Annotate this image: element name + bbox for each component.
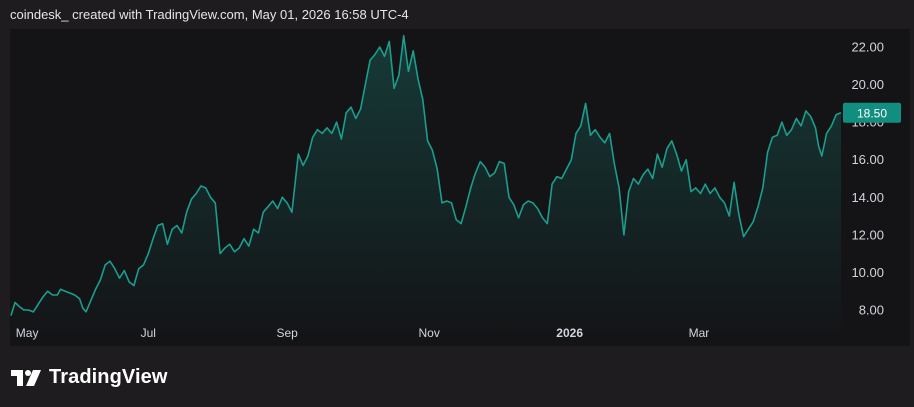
y-tick-label: 12.00: [851, 227, 884, 242]
x-tick-label: May: [16, 326, 39, 340]
x-tick-label: Nov: [419, 326, 440, 340]
tradingview-logo-icon: [11, 369, 41, 386]
y-tick-label: 20.00: [851, 77, 884, 92]
y-tick-label: 8.00: [859, 303, 884, 318]
last-price-badge: [843, 102, 901, 123]
y-tick-label: 16.00: [851, 152, 884, 167]
y-tick-label: 22.00: [851, 40, 884, 55]
tradingview-wordmark: TradingView: [49, 366, 168, 388]
x-tick-label: Sep: [276, 326, 298, 340]
price-chart[interactable]: 8.0010.0012.0014.0016.0018.0020.0022.00 …: [10, 29, 910, 346]
tradingview-brand[interactable]: TradingView: [11, 366, 168, 389]
price-series-line[interactable]: [10, 34, 842, 316]
price-area-fill: [11, 35, 841, 346]
y-tick-label: 14.00: [851, 190, 884, 205]
chart-panel[interactable]: 8.0010.0012.0014.0016.0018.0020.0022.00 …: [10, 29, 910, 346]
x-tick-label: Mar: [689, 326, 710, 340]
last-price-label: 18.50: [857, 106, 887, 120]
x-tick-label: Jul: [141, 326, 156, 340]
y-tick-label: 10.00: [851, 265, 884, 280]
chart-header: coindesk_ created with TradingView.com, …: [10, 7, 409, 22]
x-tick-label: 2026: [556, 326, 583, 340]
